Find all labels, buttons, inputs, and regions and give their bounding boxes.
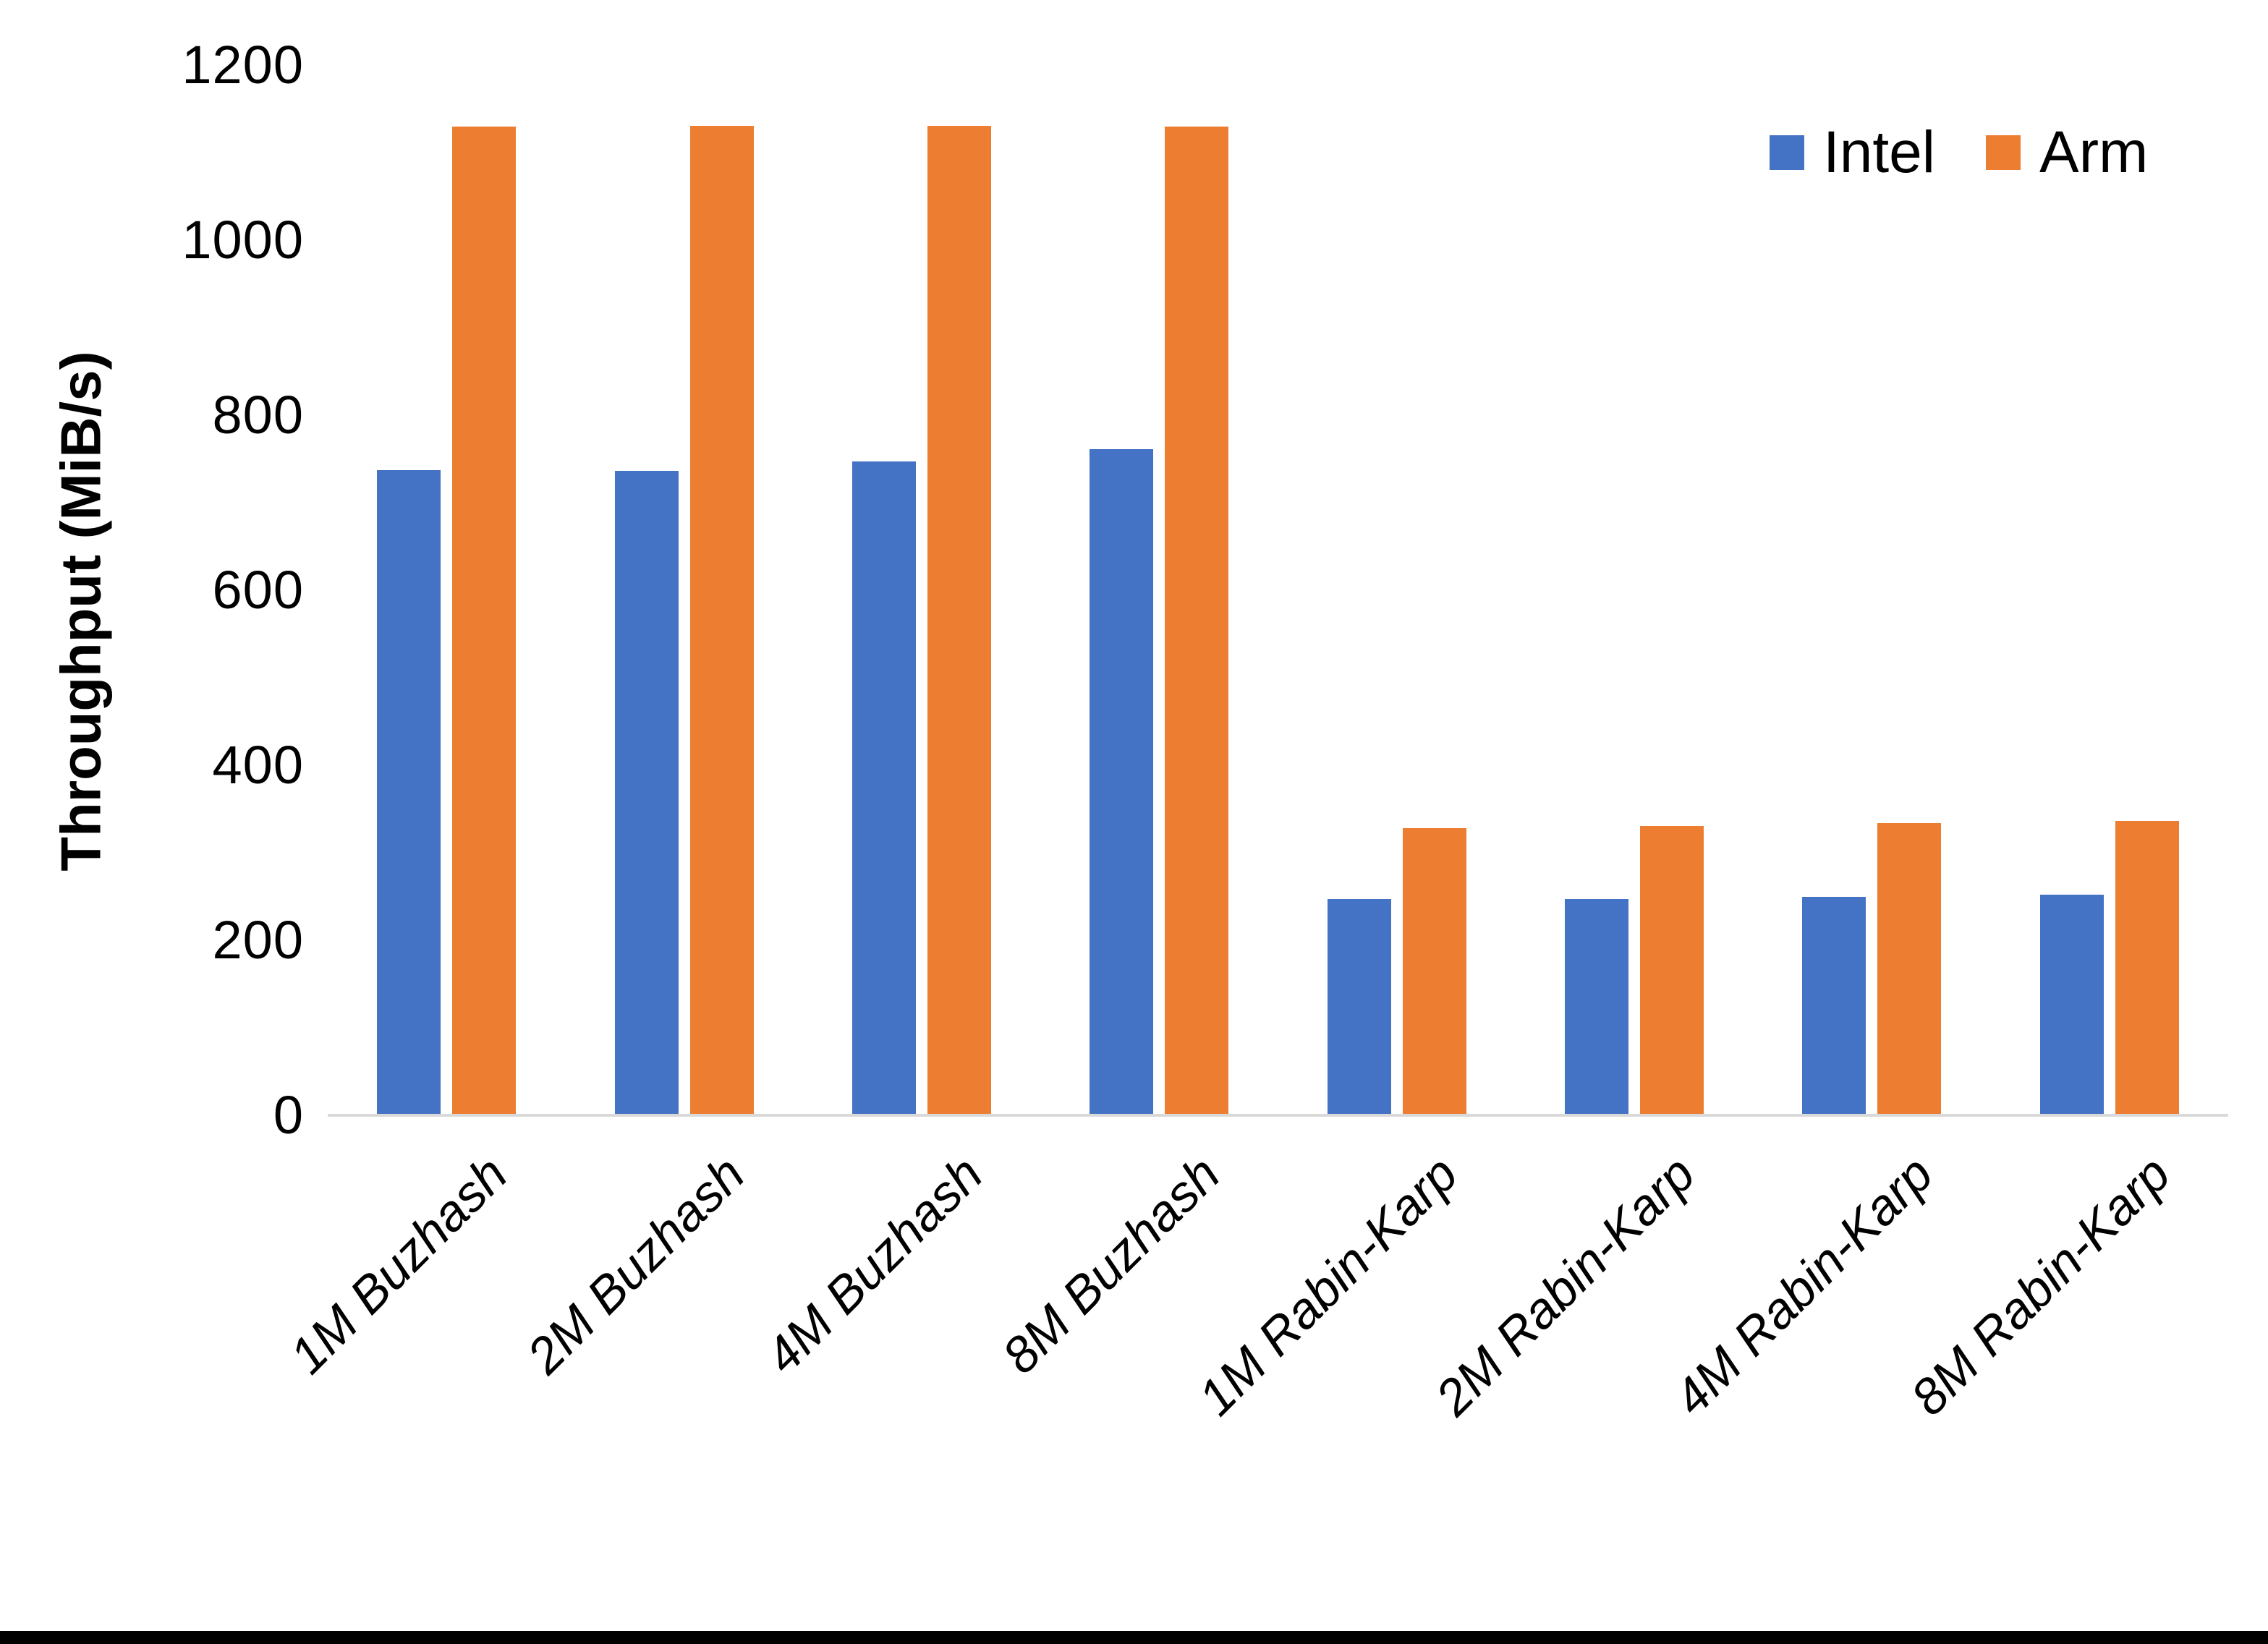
y-tick-label-800: 800 <box>212 385 304 445</box>
bar-intel-1m-rabin-karp <box>1327 899 1391 1115</box>
legend-item-intel: Intel <box>1770 123 1935 182</box>
y-tick-label-600: 600 <box>212 560 304 620</box>
bar-arm-2m-rabin-karp <box>1640 825 1704 1115</box>
bar-arm-4m-rabin-karp <box>1877 822 1942 1115</box>
legend: Intel Arm <box>1770 123 2148 182</box>
bar-intel-4m-buzhash <box>851 461 916 1115</box>
bar-intel-2m-rabin-karp <box>1565 899 1629 1115</box>
y-tick-label-400: 400 <box>212 735 304 795</box>
x-category-label-2m-rabin-karp: 2M Rabin-Karp <box>1424 1145 1706 1426</box>
y-tick-label-0: 0 <box>273 1085 304 1145</box>
bar-arm-4m-buzhash <box>927 125 991 1115</box>
bar-arm-8m-rabin-karp <box>2115 821 2179 1115</box>
x-category-label-1m-rabin-karp: 1M Rabin-Karp <box>1187 1145 1469 1426</box>
bar-arm-1m-rabin-karp <box>1402 828 1466 1115</box>
x-category-label-4m-buzhash: 4M Buzhash <box>754 1145 993 1384</box>
y-tick-label-1000: 1000 <box>182 210 304 270</box>
plot-area <box>328 65 2228 1115</box>
y-tick-label-1200: 1200 <box>182 35 304 95</box>
legend-item-arm: Arm <box>1986 123 2148 182</box>
bar-intel-1m-buzhash <box>377 470 441 1115</box>
legend-swatch-arm <box>1986 135 2021 170</box>
bar-intel-8m-buzhash <box>1090 449 1154 1115</box>
bar-arm-1m-buzhash <box>452 126 517 1115</box>
bar-intel-8m-rabin-karp <box>2039 895 2104 1115</box>
bar-intel-2m-buzhash <box>614 471 679 1115</box>
bar-arm-8m-buzhash <box>1165 126 1229 1115</box>
x-category-label-8m-rabin-karp: 8M Rabin-Karp <box>1900 1145 2181 1426</box>
bar-arm-2m-buzhash <box>689 125 754 1115</box>
bottom-border-bar <box>0 1631 2268 1644</box>
x-axis-line <box>328 1114 2228 1117</box>
x-category-label-4m-rabin-karp: 4M Rabin-Karp <box>1662 1145 1944 1426</box>
x-category-label-1m-buzhash: 1M Buzhash <box>279 1145 518 1384</box>
y-tick-label-200: 200 <box>212 910 304 970</box>
legend-swatch-intel <box>1770 135 1804 170</box>
x-category-label-2m-buzhash: 2M Buzhash <box>517 1145 756 1384</box>
bar-intel-4m-rabin-karp <box>1802 896 1866 1115</box>
x-category-label-8m-buzhash: 8M Buzhash <box>991 1145 1231 1384</box>
legend-label-arm: Arm <box>2039 119 2149 185</box>
legend-label-intel: Intel <box>1823 119 1935 185</box>
